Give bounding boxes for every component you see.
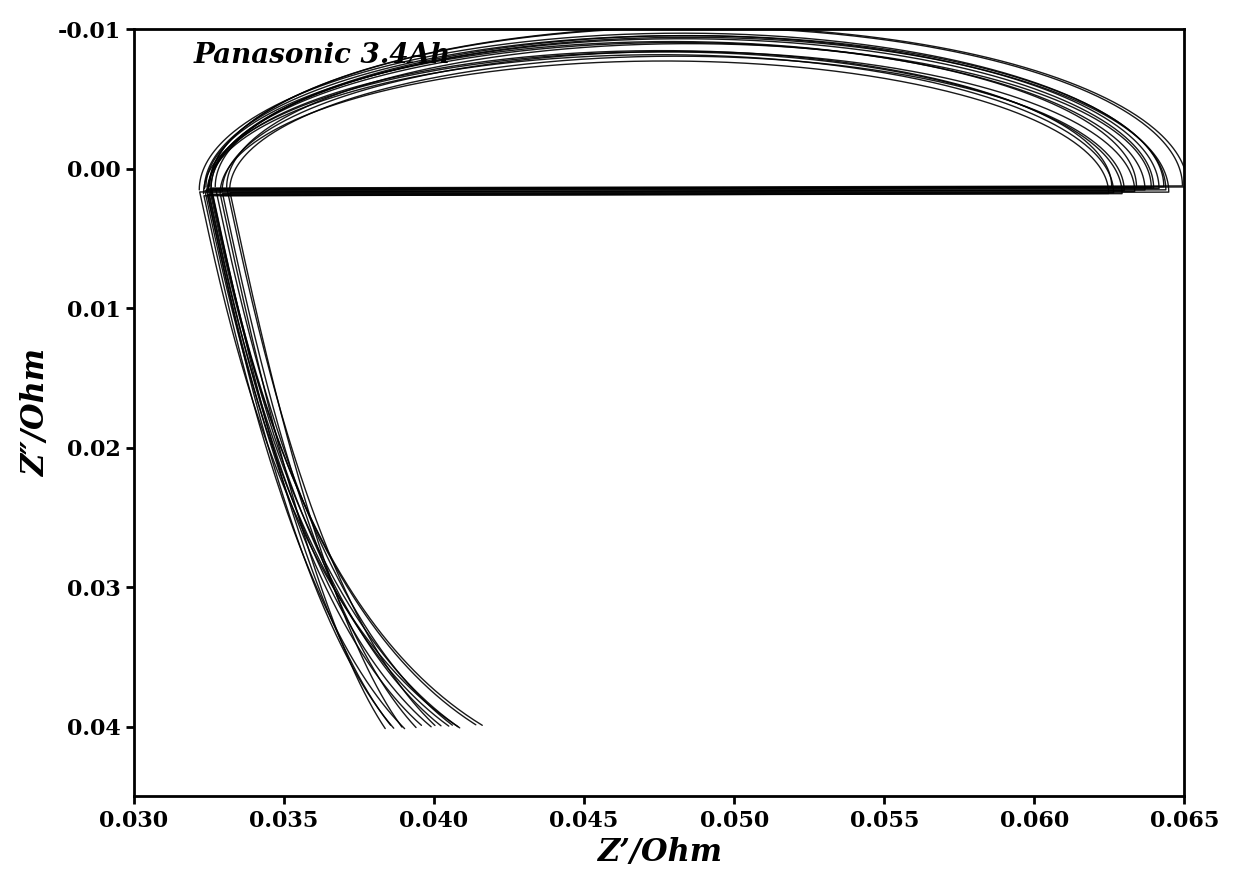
- X-axis label: Z’/Ohm: Z’/Ohm: [596, 837, 722, 869]
- Text: Panasonic 3.4Ah: Panasonic 3.4Ah: [193, 42, 451, 68]
- Y-axis label: Z″/Ohm: Z″/Ohm: [21, 348, 52, 477]
